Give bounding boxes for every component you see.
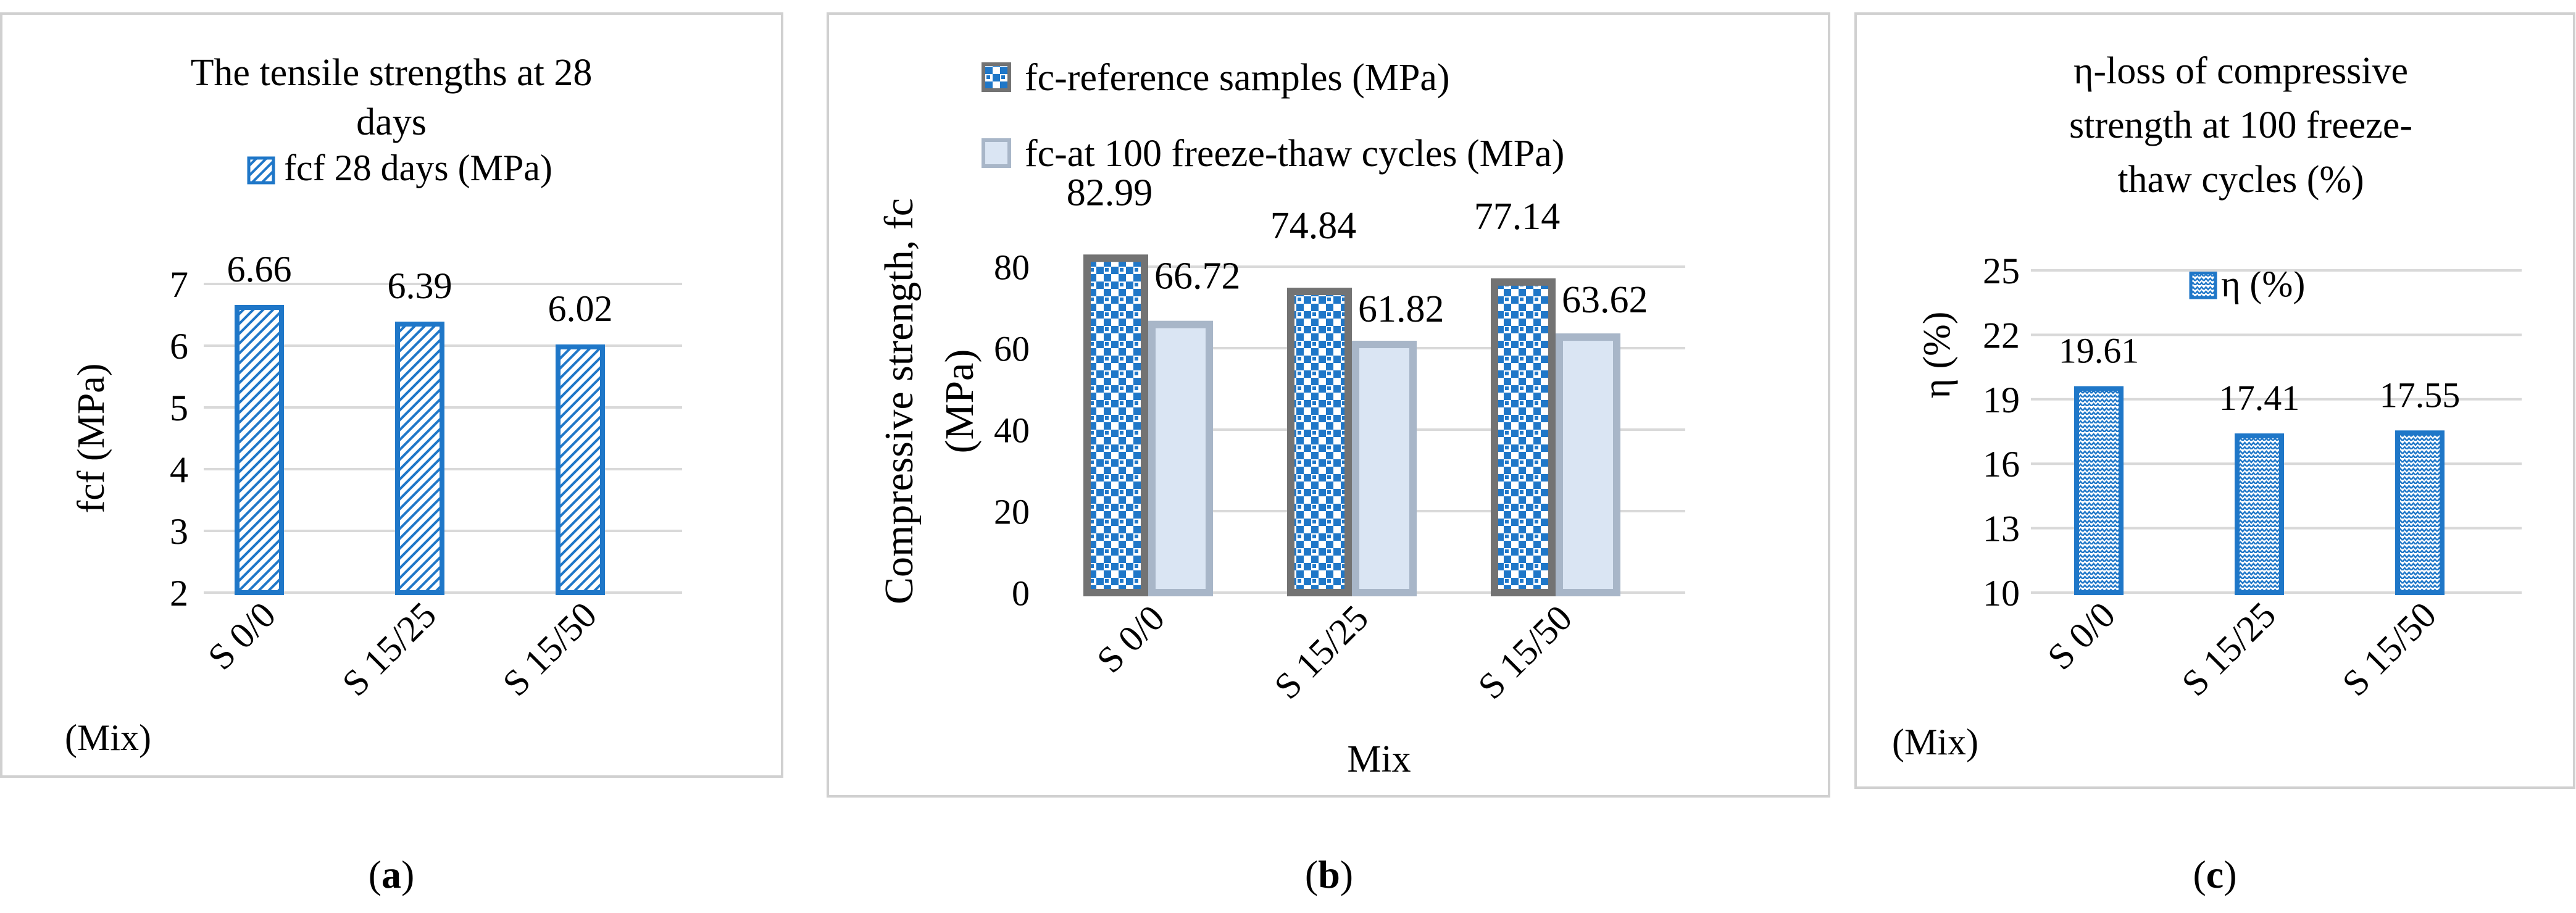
panel-b-data-label: 63.62: [1562, 279, 1648, 321]
panel-b-data-label: 82.99: [1067, 172, 1153, 214]
panel-a-legend-swatch: [247, 156, 275, 185]
panel-b-legend-label-2: fc-at 100 freeze-thaw cycles (MPa): [1025, 133, 1564, 175]
panel-b-data-label: 61.82: [1358, 288, 1444, 330]
panel-c-ytick-label: 10: [1983, 573, 2020, 614]
panel-b-ylabel-line2: (MPa): [937, 349, 982, 454]
caption-a: (a): [369, 853, 415, 896]
panel-c-title-line2: strength at 100 freeze-: [2069, 104, 2412, 146]
panel-c-data-label: 17.55: [2380, 375, 2461, 415]
panel-b-ytick-label: 20: [994, 491, 1030, 532]
caption-c: (c): [2193, 853, 2236, 896]
panel-b-ylabel-line1: Compressive strength, fc: [877, 198, 922, 604]
panel-b-ytick-label: 0: [1012, 573, 1030, 613]
panel-c-bar: [2395, 430, 2445, 595]
panel-b-bar: [1148, 320, 1213, 596]
panel-a-legend: fcf 28 days (MPa): [247, 148, 552, 188]
panel-b-bar: [1556, 333, 1620, 596]
panel-b-data-label: 66.72: [1154, 255, 1241, 297]
panel-a-ytick-label: 4: [170, 449, 188, 490]
panel-a-ytick-label: 2: [170, 573, 188, 614]
panel-a-ytick-label: 3: [170, 511, 188, 552]
panel-a-data-label: 6.02: [548, 288, 613, 329]
caption-c-letter: c: [2206, 853, 2224, 896]
panel-a-bar: [395, 322, 444, 595]
panel-c-title-line1: η-loss of compressive: [2074, 50, 2408, 92]
panel-b-ytick-label: 40: [994, 410, 1030, 450]
panel-b-legend-swatch-1: [982, 62, 1011, 92]
panel-a-xlabel: (Mix): [65, 717, 151, 758]
caption-a-letter: a: [381, 853, 401, 896]
panel-a-ylabel: fcf (MPa): [70, 364, 112, 514]
panel-b-xlabel: Mix: [1347, 738, 1411, 780]
panel-b-bar: [1352, 340, 1417, 596]
panel-a-data-label: 6.39: [388, 265, 452, 306]
panel-c-data-label: 19.61: [2059, 331, 2140, 371]
panel-a-title-line1: The tensile strengths at 28: [191, 52, 593, 94]
panel-c-ytick-label: 19: [1983, 380, 2020, 420]
panel-c-data-label: 17.41: [2219, 378, 2300, 418]
panel-a-ytick-label: 7: [170, 264, 188, 305]
panel-c-ylabel: η (%): [1916, 312, 1958, 399]
panel-a-legend-label: fcf 28 days (MPa): [284, 148, 552, 188]
panel-b-legend-label-1: fc-reference samples (MPa): [1025, 57, 1450, 99]
panel-b-data-label: 77.14: [1474, 196, 1561, 238]
caption-b: (b): [1305, 853, 1353, 896]
panel-c-bar: [2235, 433, 2284, 596]
panel-c-ytick-label: 16: [1983, 444, 2020, 485]
panel-a-frame: [0, 12, 783, 778]
panel-c-ytick-label: 25: [1983, 251, 2020, 291]
panel-c-ytick-label: 22: [1983, 315, 2020, 356]
panel-c-ytick-label: 13: [1983, 509, 2020, 549]
panel-b-bar: [1287, 288, 1352, 596]
panel-b-bar: [1491, 278, 1556, 596]
panel-b-ylabel: Compressive strength, fc (MPa): [877, 198, 982, 604]
panel-a-data-label: 6.66: [227, 249, 292, 290]
panel-b-ytick-label: 60: [994, 328, 1030, 369]
panel-c-legend-swatch: [2189, 271, 2217, 299]
panel-c-bar: [2074, 386, 2124, 596]
panel-a-title-line2: days: [356, 101, 427, 143]
panel-c-frame: [1854, 12, 2575, 789]
panel-b-bar: [1083, 254, 1148, 596]
panel-a-ytick-label: 5: [170, 388, 188, 428]
panel-a-bar: [556, 344, 605, 595]
panel-a-ytick-label: 6: [170, 326, 188, 367]
panel-b-ytick-label: 80: [994, 247, 1030, 287]
panel-c-xlabel: (Mix): [1892, 722, 1978, 762]
panel-b-legend-swatch-2: [982, 138, 1011, 168]
panel-b-legend: fc-reference samples (MPa) fc-at 100 fre…: [982, 57, 1564, 175]
panel-c-title-line3: thaw cycles (%): [2117, 159, 2364, 201]
panel-a-bar: [235, 305, 284, 595]
caption-b-letter: b: [1318, 853, 1340, 896]
panel-b-data-label: 74.84: [1270, 205, 1357, 247]
